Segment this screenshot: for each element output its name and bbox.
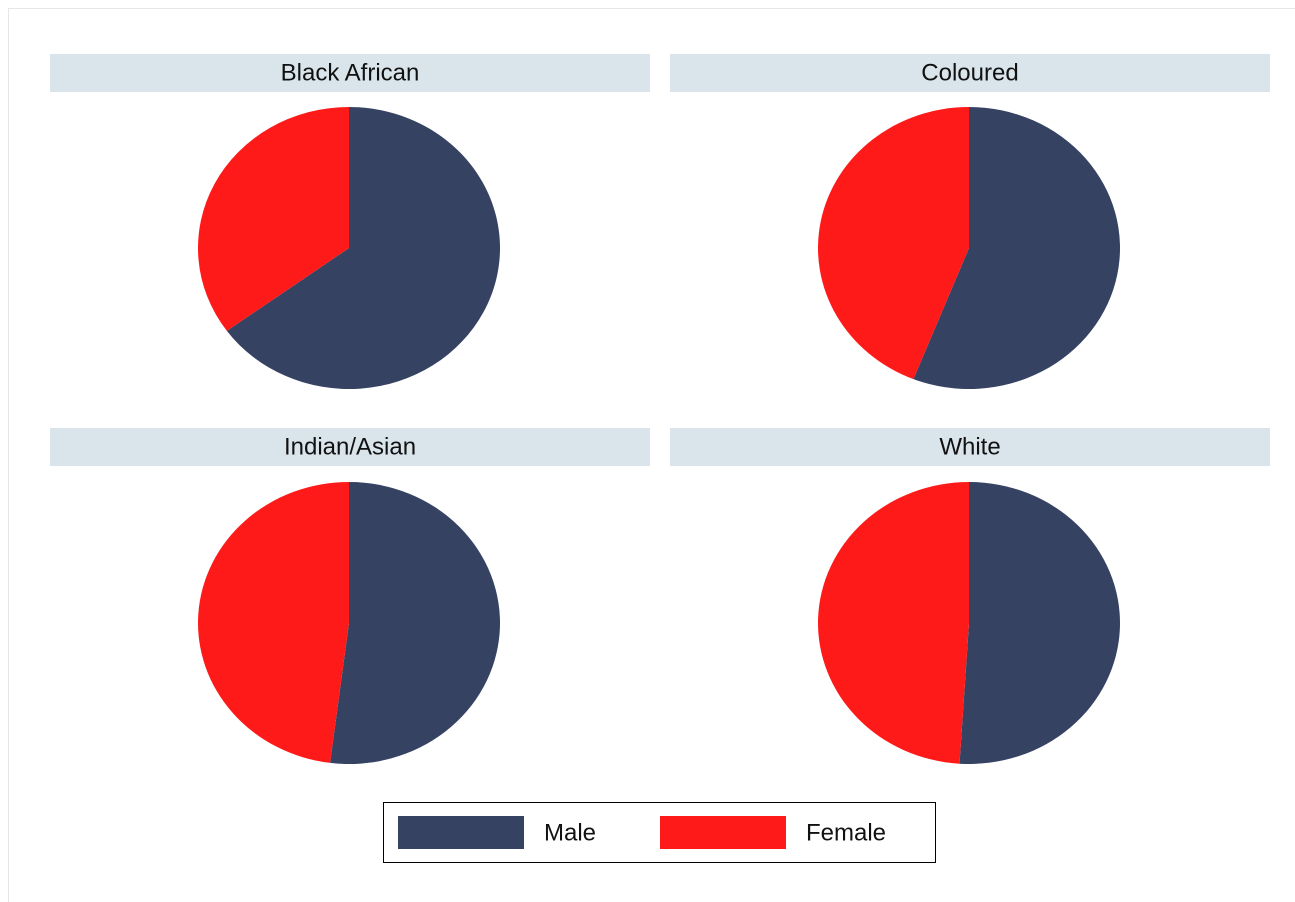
pie-slice bbox=[197, 482, 349, 763]
panel-title: White bbox=[939, 433, 1000, 460]
legend-swatch bbox=[398, 816, 524, 849]
panel-header bbox=[670, 428, 1270, 466]
legend-label: Female bbox=[806, 819, 886, 846]
pie-slice bbox=[959, 482, 1121, 764]
legend-label: Male bbox=[544, 819, 596, 846]
pie-slice bbox=[818, 482, 969, 764]
legend-swatch bbox=[660, 816, 786, 849]
pie-slice bbox=[330, 482, 500, 764]
pie-slice bbox=[198, 106, 349, 331]
panel-header bbox=[670, 54, 1270, 92]
panel-header bbox=[50, 54, 650, 92]
panel-header bbox=[50, 428, 650, 466]
panel-title: Indian/Asian bbox=[284, 433, 416, 460]
pie-slice bbox=[818, 107, 969, 380]
panel-title: Coloured bbox=[921, 59, 1018, 86]
pie-slice bbox=[226, 107, 501, 389]
panel-title: Black African bbox=[281, 59, 420, 86]
pie-slice bbox=[913, 107, 1120, 389]
